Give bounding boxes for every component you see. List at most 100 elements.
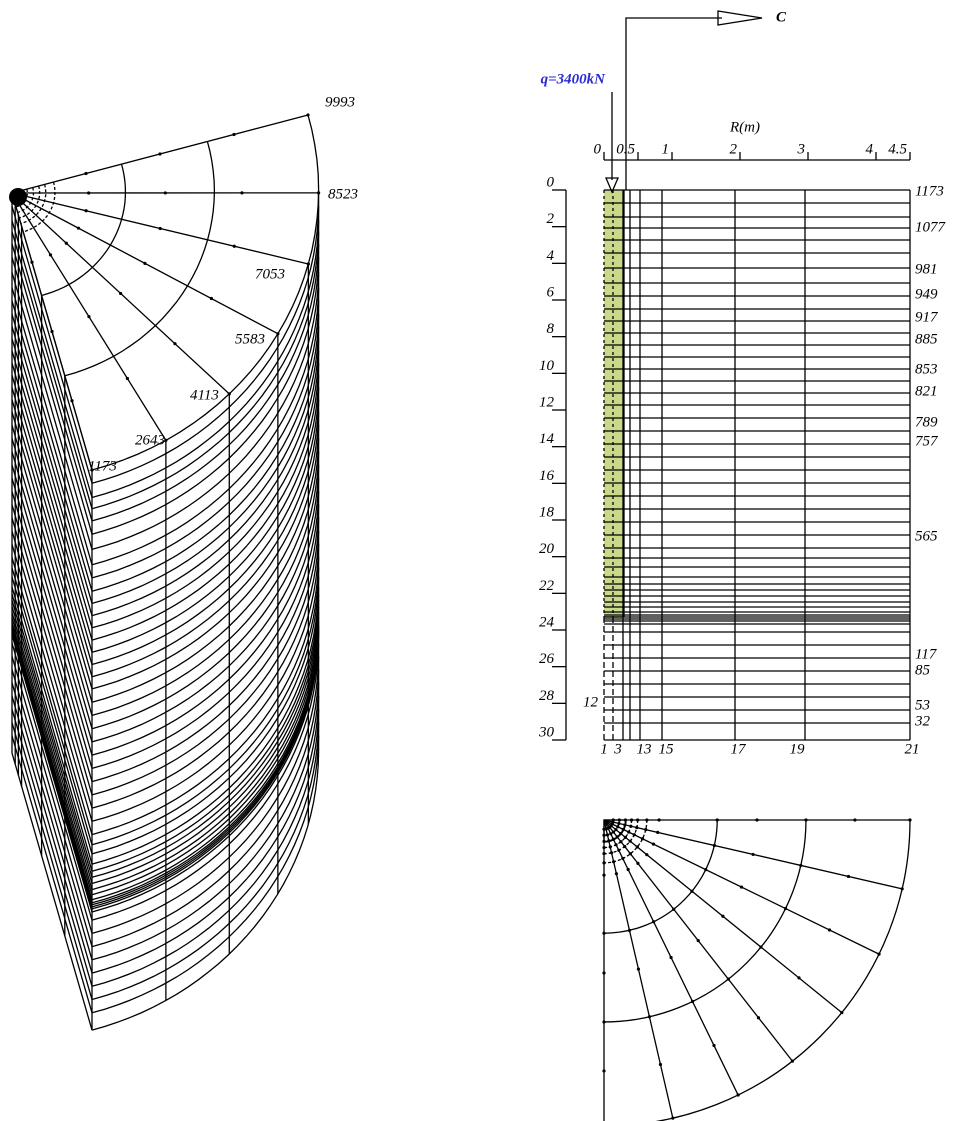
depth-tick-label: 24 [539, 614, 555, 630]
top-node [143, 262, 146, 265]
plan-node [652, 920, 655, 923]
depth-tick-label: 16 [539, 468, 555, 484]
plan-node [602, 932, 605, 935]
plan-node [623, 845, 626, 848]
plan-node [629, 852, 632, 855]
node-label: 117 [915, 646, 938, 662]
node-label: 821 [915, 383, 938, 399]
plan-node [602, 834, 605, 837]
node-label: 565 [915, 528, 938, 544]
side-ring [92, 363, 319, 640]
plan-node [847, 875, 850, 878]
depth-tick-label: 30 [538, 724, 555, 740]
plan-node [784, 907, 787, 910]
depth-tick-label: 26 [539, 651, 555, 667]
plan-node [635, 826, 638, 829]
section-line [626, 18, 722, 190]
plan-node [609, 832, 612, 835]
plan-node [657, 818, 660, 821]
mesh-figure: R(m)00.512344.50246810121416182022242628… [0, 0, 954, 1121]
node-label: 8523 [328, 186, 358, 202]
plan-node [607, 839, 610, 842]
plan-node [713, 844, 716, 847]
node-label: 917 [915, 309, 939, 325]
depth-tick-label: 20 [539, 541, 555, 557]
plan-node [751, 853, 754, 856]
plan-node [628, 929, 631, 932]
node-label: 949 [915, 286, 938, 302]
side-ring [92, 491, 319, 768]
cut-row [12, 220, 92, 497]
plan-node [636, 818, 639, 821]
top-node [87, 315, 90, 318]
r-tick-label: 4 [866, 141, 874, 157]
plan-node [877, 953, 880, 956]
plan-node [630, 818, 633, 821]
plan-node [602, 1069, 605, 1072]
plan-node [621, 857, 624, 860]
side-ring [92, 736, 319, 1013]
plan-node [908, 818, 911, 821]
plan-node [617, 822, 620, 825]
top-node [49, 253, 52, 256]
node-label: 9993 [325, 94, 355, 110]
plan-node [740, 885, 743, 888]
load-label: q=3400kN [541, 71, 607, 87]
top-node [173, 342, 176, 345]
section-arrowhead [718, 11, 762, 25]
plan-node [612, 860, 615, 863]
r-tick-label: 0 [594, 141, 602, 157]
top-node [77, 227, 80, 230]
node-label: 981 [915, 261, 938, 277]
plan-node [704, 868, 707, 871]
plan-node [602, 1020, 605, 1023]
plan-ring [604, 820, 717, 933]
top-node [232, 133, 235, 136]
top-node [158, 152, 161, 155]
top-node [119, 292, 122, 295]
top-node [126, 377, 129, 380]
r-tick-label: 1 [662, 141, 670, 157]
plan-node [622, 828, 625, 831]
plan-node [828, 928, 831, 931]
node-label: 5583 [235, 331, 265, 347]
plan-node [618, 818, 621, 821]
plan-node [636, 862, 639, 865]
plan-node [901, 887, 904, 890]
depth-tick-label: 0 [547, 174, 555, 190]
top-node [306, 113, 309, 116]
plan-ring [604, 820, 806, 1022]
plan-node [652, 843, 655, 846]
plan-node [612, 838, 615, 841]
cut-row [12, 670, 92, 947]
plan-node [619, 832, 622, 835]
node-label: 2643 [135, 432, 165, 448]
plan-node [757, 1016, 760, 1019]
node-label: 12 [583, 694, 599, 710]
plan-node [633, 833, 636, 836]
section-label: C [776, 9, 787, 25]
top-node [65, 242, 68, 245]
node-label: 32 [914, 713, 931, 729]
depth-tick-label: 6 [547, 284, 555, 300]
depth-tick-label: 12 [539, 394, 555, 410]
node-label: 4113 [190, 387, 219, 403]
plan-node [797, 976, 800, 979]
plan-node [791, 1060, 794, 1063]
top-node [84, 172, 87, 175]
plan-node [840, 1011, 843, 1014]
top-node [240, 191, 243, 194]
node-label: 789 [915, 414, 938, 430]
plan-node [602, 840, 605, 843]
top-node [164, 191, 167, 194]
side-ring [92, 594, 319, 871]
plan-node [648, 1015, 651, 1018]
node-label: 13 [637, 741, 652, 757]
plan-node [755, 818, 758, 821]
side-ring [92, 339, 319, 616]
cut-row [12, 623, 92, 900]
plan-node [645, 818, 648, 821]
plan-node [804, 818, 807, 821]
plan-node [690, 890, 693, 893]
depth-tick-label: 2 [547, 211, 555, 227]
